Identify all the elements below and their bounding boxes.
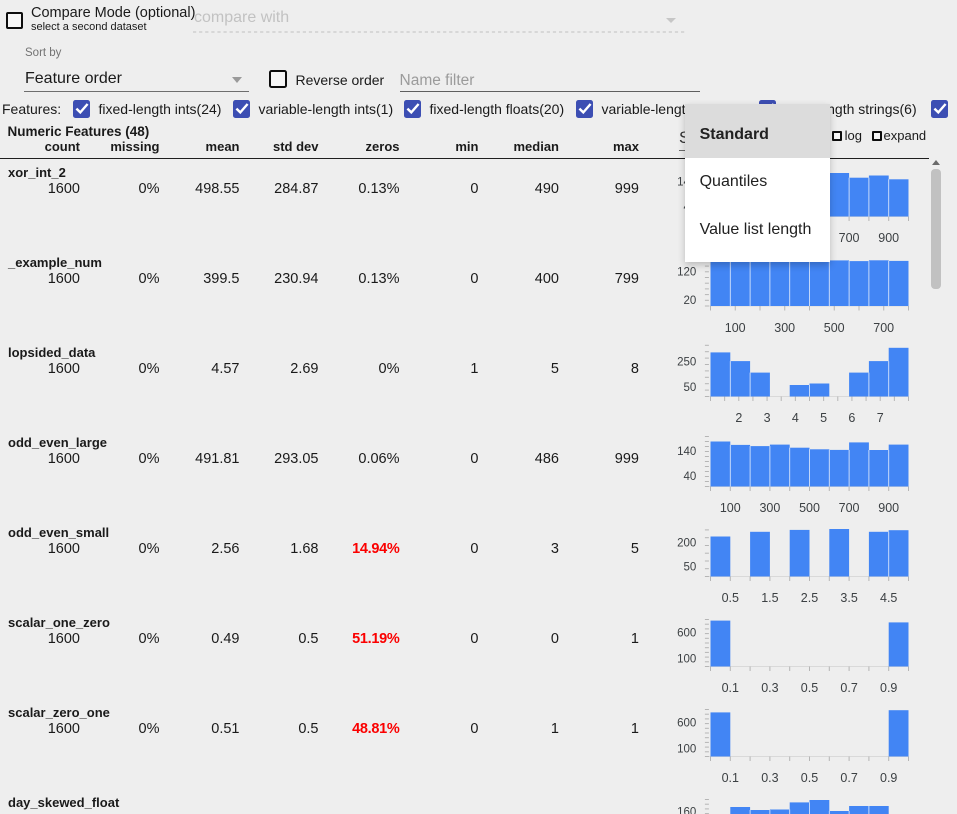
svg-text:900: 900 <box>878 231 899 245</box>
svg-text:50: 50 <box>684 562 697 574</box>
svg-text:700: 700 <box>839 231 860 245</box>
svg-text:0.1: 0.1 <box>722 681 739 695</box>
svg-text:100: 100 <box>677 654 696 666</box>
svg-text:160: 160 <box>677 806 696 814</box>
svg-text:600: 600 <box>677 627 696 639</box>
svg-text:900: 900 <box>878 501 899 515</box>
svg-text:2.5: 2.5 <box>801 591 818 605</box>
svg-text:100: 100 <box>677 744 696 756</box>
svg-text:0.9: 0.9 <box>880 771 897 785</box>
svg-text:40: 40 <box>684 471 697 483</box>
svg-text:4.5: 4.5 <box>880 591 897 605</box>
svg-text:50: 50 <box>684 382 697 394</box>
svg-text:20: 20 <box>684 295 697 307</box>
svg-text:100: 100 <box>725 321 746 335</box>
svg-text:600: 600 <box>677 717 696 729</box>
svg-text:700: 700 <box>839 501 860 515</box>
svg-text:2: 2 <box>735 411 742 425</box>
svg-text:0.5: 0.5 <box>801 771 818 785</box>
svg-text:140: 140 <box>677 446 696 458</box>
svg-text:1.5: 1.5 <box>761 591 778 605</box>
svg-text:5: 5 <box>820 411 827 425</box>
svg-text:700: 700 <box>873 321 894 335</box>
svg-text:0.5: 0.5 <box>801 681 818 695</box>
svg-text:250: 250 <box>677 357 696 369</box>
svg-text:6: 6 <box>848 411 855 425</box>
svg-text:4: 4 <box>792 411 799 425</box>
svg-text:500: 500 <box>824 321 845 335</box>
svg-text:0.3: 0.3 <box>761 681 778 695</box>
svg-text:0.5: 0.5 <box>722 591 739 605</box>
svg-text:0.7: 0.7 <box>840 681 857 695</box>
svg-text:3: 3 <box>764 411 771 425</box>
svg-text:100: 100 <box>720 501 741 515</box>
svg-text:120: 120 <box>677 266 696 278</box>
svg-text:300: 300 <box>759 501 780 515</box>
svg-text:0.3: 0.3 <box>761 771 778 785</box>
svg-text:3.5: 3.5 <box>840 591 857 605</box>
svg-text:0.1: 0.1 <box>722 771 739 785</box>
svg-text:0.9: 0.9 <box>880 681 897 695</box>
svg-text:500: 500 <box>799 501 820 515</box>
svg-text:200: 200 <box>677 537 696 549</box>
svg-text:300: 300 <box>774 321 795 335</box>
svg-text:0.7: 0.7 <box>840 771 857 785</box>
svg-text:7: 7 <box>877 411 884 425</box>
